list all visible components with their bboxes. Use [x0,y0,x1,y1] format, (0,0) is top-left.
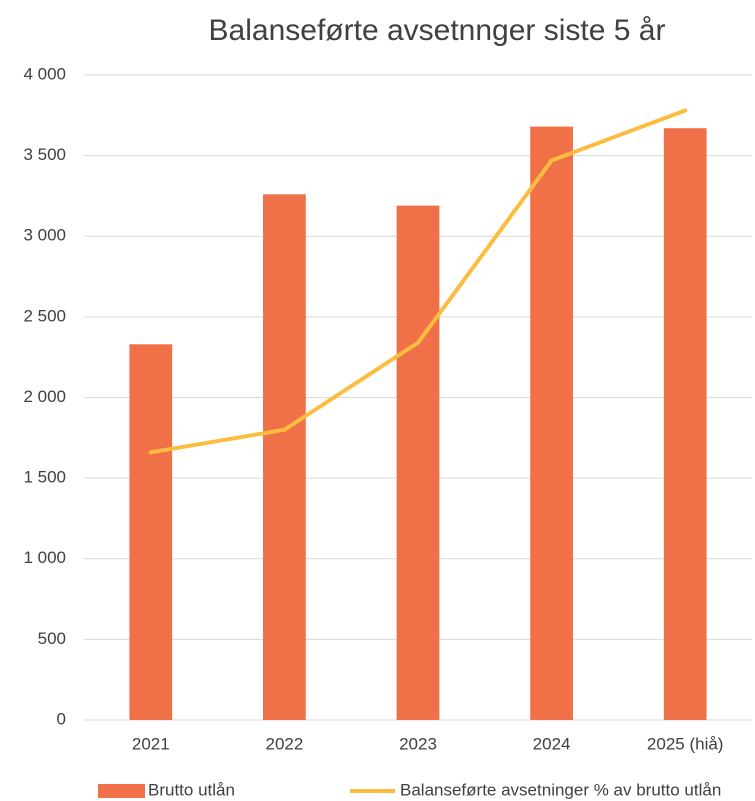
bar [530,126,573,721]
y-tick-label: 3 500 [23,145,66,164]
legend-label: Balanseførte avsetninger % av brutto utl… [400,780,721,799]
y-tick-label: 2 500 [23,306,66,325]
x-tick-label: 2022 [265,734,303,753]
x-tick-label: 2023 [399,734,437,753]
bar [663,128,707,720]
legend-swatch [98,784,145,798]
bar [263,194,306,720]
x-tick-label: 2021 [132,734,170,753]
chart-title: Balanseførte avsetnnger siste 5 år [209,14,666,47]
y-tick-label: 4 000 [23,64,66,83]
y-tick-label: 1 500 [23,468,66,487]
line [148,108,688,455]
legend-label: Brutto utlån [148,780,235,799]
y-tick-label: 1 000 [23,548,66,567]
y-tick-label: 3 000 [23,226,66,245]
y-tick-label: 2 000 [23,387,66,406]
bar [396,205,440,721]
x-tick-label: 2024 [533,734,571,753]
bar [129,344,173,720]
x-tick-label: 2025 (hiå) [647,734,724,753]
y-tick-label: 0 [57,709,66,728]
y-tick-label: 500 [38,629,66,648]
